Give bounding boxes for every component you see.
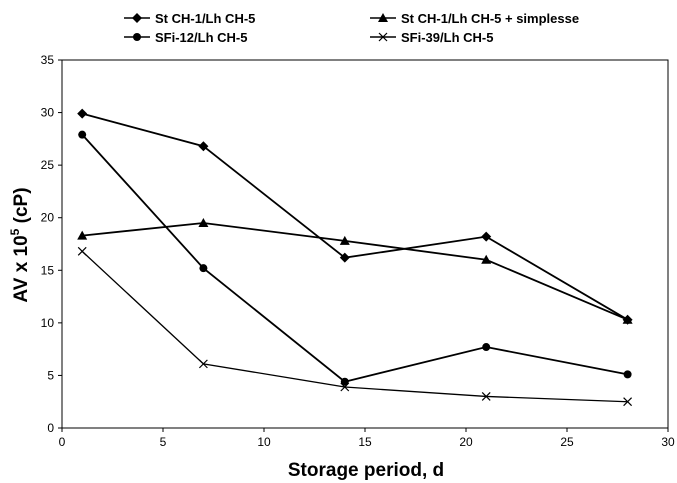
series-1: [77, 108, 633, 325]
y-tick-label: 20: [41, 211, 55, 225]
legend-item: St CH-1/Lh CH-5 + simplesse: [370, 11, 579, 26]
x-tick-label: 25: [560, 435, 574, 449]
x-tick-label: 10: [257, 435, 271, 449]
y-tick-label: 15: [41, 263, 55, 277]
y-axis-title-unit: (cP): [11, 187, 32, 228]
legend: St CH-1/Lh CH-5 St CH-1/Lh CH-5 + simples…: [124, 11, 579, 45]
x-axis-title: Storage period, d: [288, 460, 444, 481]
legend-item: SFi-39/Lh CH-5: [370, 30, 493, 45]
x-tick-label: 5: [160, 435, 167, 449]
legend-marker: [133, 33, 141, 41]
data-point: [198, 141, 209, 152]
y-axis-title-main: AV x 10: [11, 235, 32, 302]
data-point: [622, 314, 633, 324]
legend-label: St CH-1/Lh CH-5: [155, 11, 255, 26]
legend-label: SFi-12/Lh CH-5: [155, 30, 247, 45]
series-3: [78, 130, 632, 386]
legend-marker: [132, 13, 142, 23]
data-point: [623, 370, 632, 379]
y-axis-ticks: 0 5 10 15 20 25 30 35: [41, 53, 62, 435]
y-tick-label: 30: [41, 106, 55, 120]
data-point: [199, 264, 208, 273]
legend-marker: [378, 13, 388, 22]
x-tick-label: 30: [661, 435, 675, 449]
legend-label: SFi-39/Lh CH-5: [401, 30, 493, 45]
x-tick-label: 0: [59, 435, 66, 449]
plot-area: [61, 59, 669, 429]
data-point: [340, 377, 349, 386]
y-tick-label: 25: [41, 158, 55, 172]
y-axis-title: AV x 105 (cP): [8, 187, 32, 302]
series-4: [77, 246, 633, 407]
series-2: [77, 217, 633, 324]
data-point: [77, 108, 88, 119]
x-tick-label: 20: [459, 435, 473, 449]
legend-label: St CH-1/Lh CH-5 + simplesse: [401, 11, 579, 26]
series-line: [81, 134, 628, 383]
data-point: [340, 382, 350, 392]
x-axis-ticks: 0 5 10 15 20 25 30: [59, 428, 675, 449]
y-tick-label: 0: [47, 421, 54, 435]
data-point: [77, 246, 87, 256]
data-point: [481, 392, 491, 401]
data-point: [481, 254, 492, 264]
series-line: [81, 112, 629, 321]
data-point: [339, 252, 350, 263]
legend-marker: [378, 32, 388, 42]
x-tick-label: 15: [358, 435, 372, 449]
legend-item: St CH-1/Lh CH-5: [124, 11, 255, 26]
data-point: [198, 359, 208, 369]
data-point: [77, 230, 88, 240]
y-tick-label: 35: [41, 53, 55, 67]
data-point: [482, 343, 491, 352]
data-point: [78, 130, 87, 139]
y-axis-title-exponent: 5: [8, 228, 22, 235]
data-point: [339, 235, 350, 245]
y-tick-label: 10: [41, 316, 55, 330]
data-point: [198, 217, 209, 227]
data-point: [481, 231, 492, 242]
y-tick-label: 5: [47, 368, 54, 382]
legend-item: SFi-12/Lh CH-5: [124, 30, 247, 45]
data-point: [623, 397, 633, 407]
